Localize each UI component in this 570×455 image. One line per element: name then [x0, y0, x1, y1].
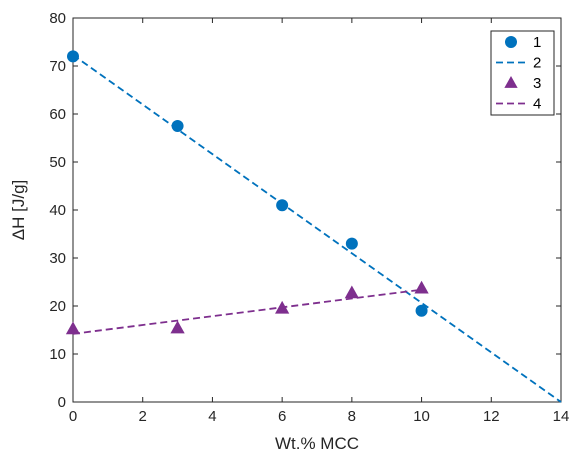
legend-item-2: 2 [496, 55, 541, 72]
x-tick-label-2: 4 [208, 408, 216, 425]
legend-label-4: 4 [533, 96, 541, 113]
y-tick-label-3: 30 [49, 250, 66, 267]
series-layer [65, 50, 562, 403]
x-tick-label-7: 14 [553, 408, 570, 425]
y-tick-label-5: 50 [49, 154, 66, 171]
series-2 [72, 54, 562, 403]
series-3-point-0 [65, 321, 81, 335]
x-tick-label-3: 6 [278, 408, 286, 425]
legend-label-3: 3 [533, 75, 541, 92]
y-tick-label-1: 10 [49, 346, 66, 363]
legend-item-4: 4 [496, 96, 541, 113]
y-tick-label-7: 70 [49, 58, 66, 75]
series-4-line [72, 288, 422, 335]
x-tick-label-6: 12 [483, 408, 500, 425]
series-3-point-3 [344, 285, 359, 299]
y-tick-label-4: 40 [49, 202, 66, 219]
legend: 1 2 3 4 [490, 30, 555, 116]
x-tick-label-4: 8 [348, 408, 356, 425]
legend-box [490, 30, 555, 116]
y-tick-label-8: 80 [49, 10, 66, 27]
y-tick-label-6: 60 [49, 106, 66, 123]
x-tick-label-1: 2 [139, 408, 147, 425]
legend-marker-1 [505, 36, 517, 48]
legend-marker-3 [504, 76, 518, 88]
y-tick-label-0: 0 [58, 394, 66, 411]
series-1-point-0 [67, 50, 79, 63]
series-1-point-3 [345, 237, 358, 250]
series-4 [72, 288, 422, 335]
x-tick-label-0: 0 [69, 408, 77, 425]
legend-label-1: 1 [533, 34, 541, 51]
series-1-point-1 [171, 120, 184, 132]
series-2-line [72, 54, 562, 403]
series-1-point-4 [415, 304, 428, 317]
y-tick-label-2: 20 [49, 298, 66, 315]
legend-label-2: 2 [533, 55, 541, 72]
y-axis-label: ΔH [J/g] [9, 180, 28, 240]
legend-item-3: 3 [504, 75, 541, 92]
x-axis-label: Wt.% MCC [275, 434, 359, 453]
series-3 [65, 280, 429, 335]
legend-item-1: 1 [505, 34, 541, 51]
x-tick-label-5: 10 [413, 408, 430, 425]
series-1-point-2 [276, 199, 289, 212]
series-3-point-1 [170, 320, 185, 334]
